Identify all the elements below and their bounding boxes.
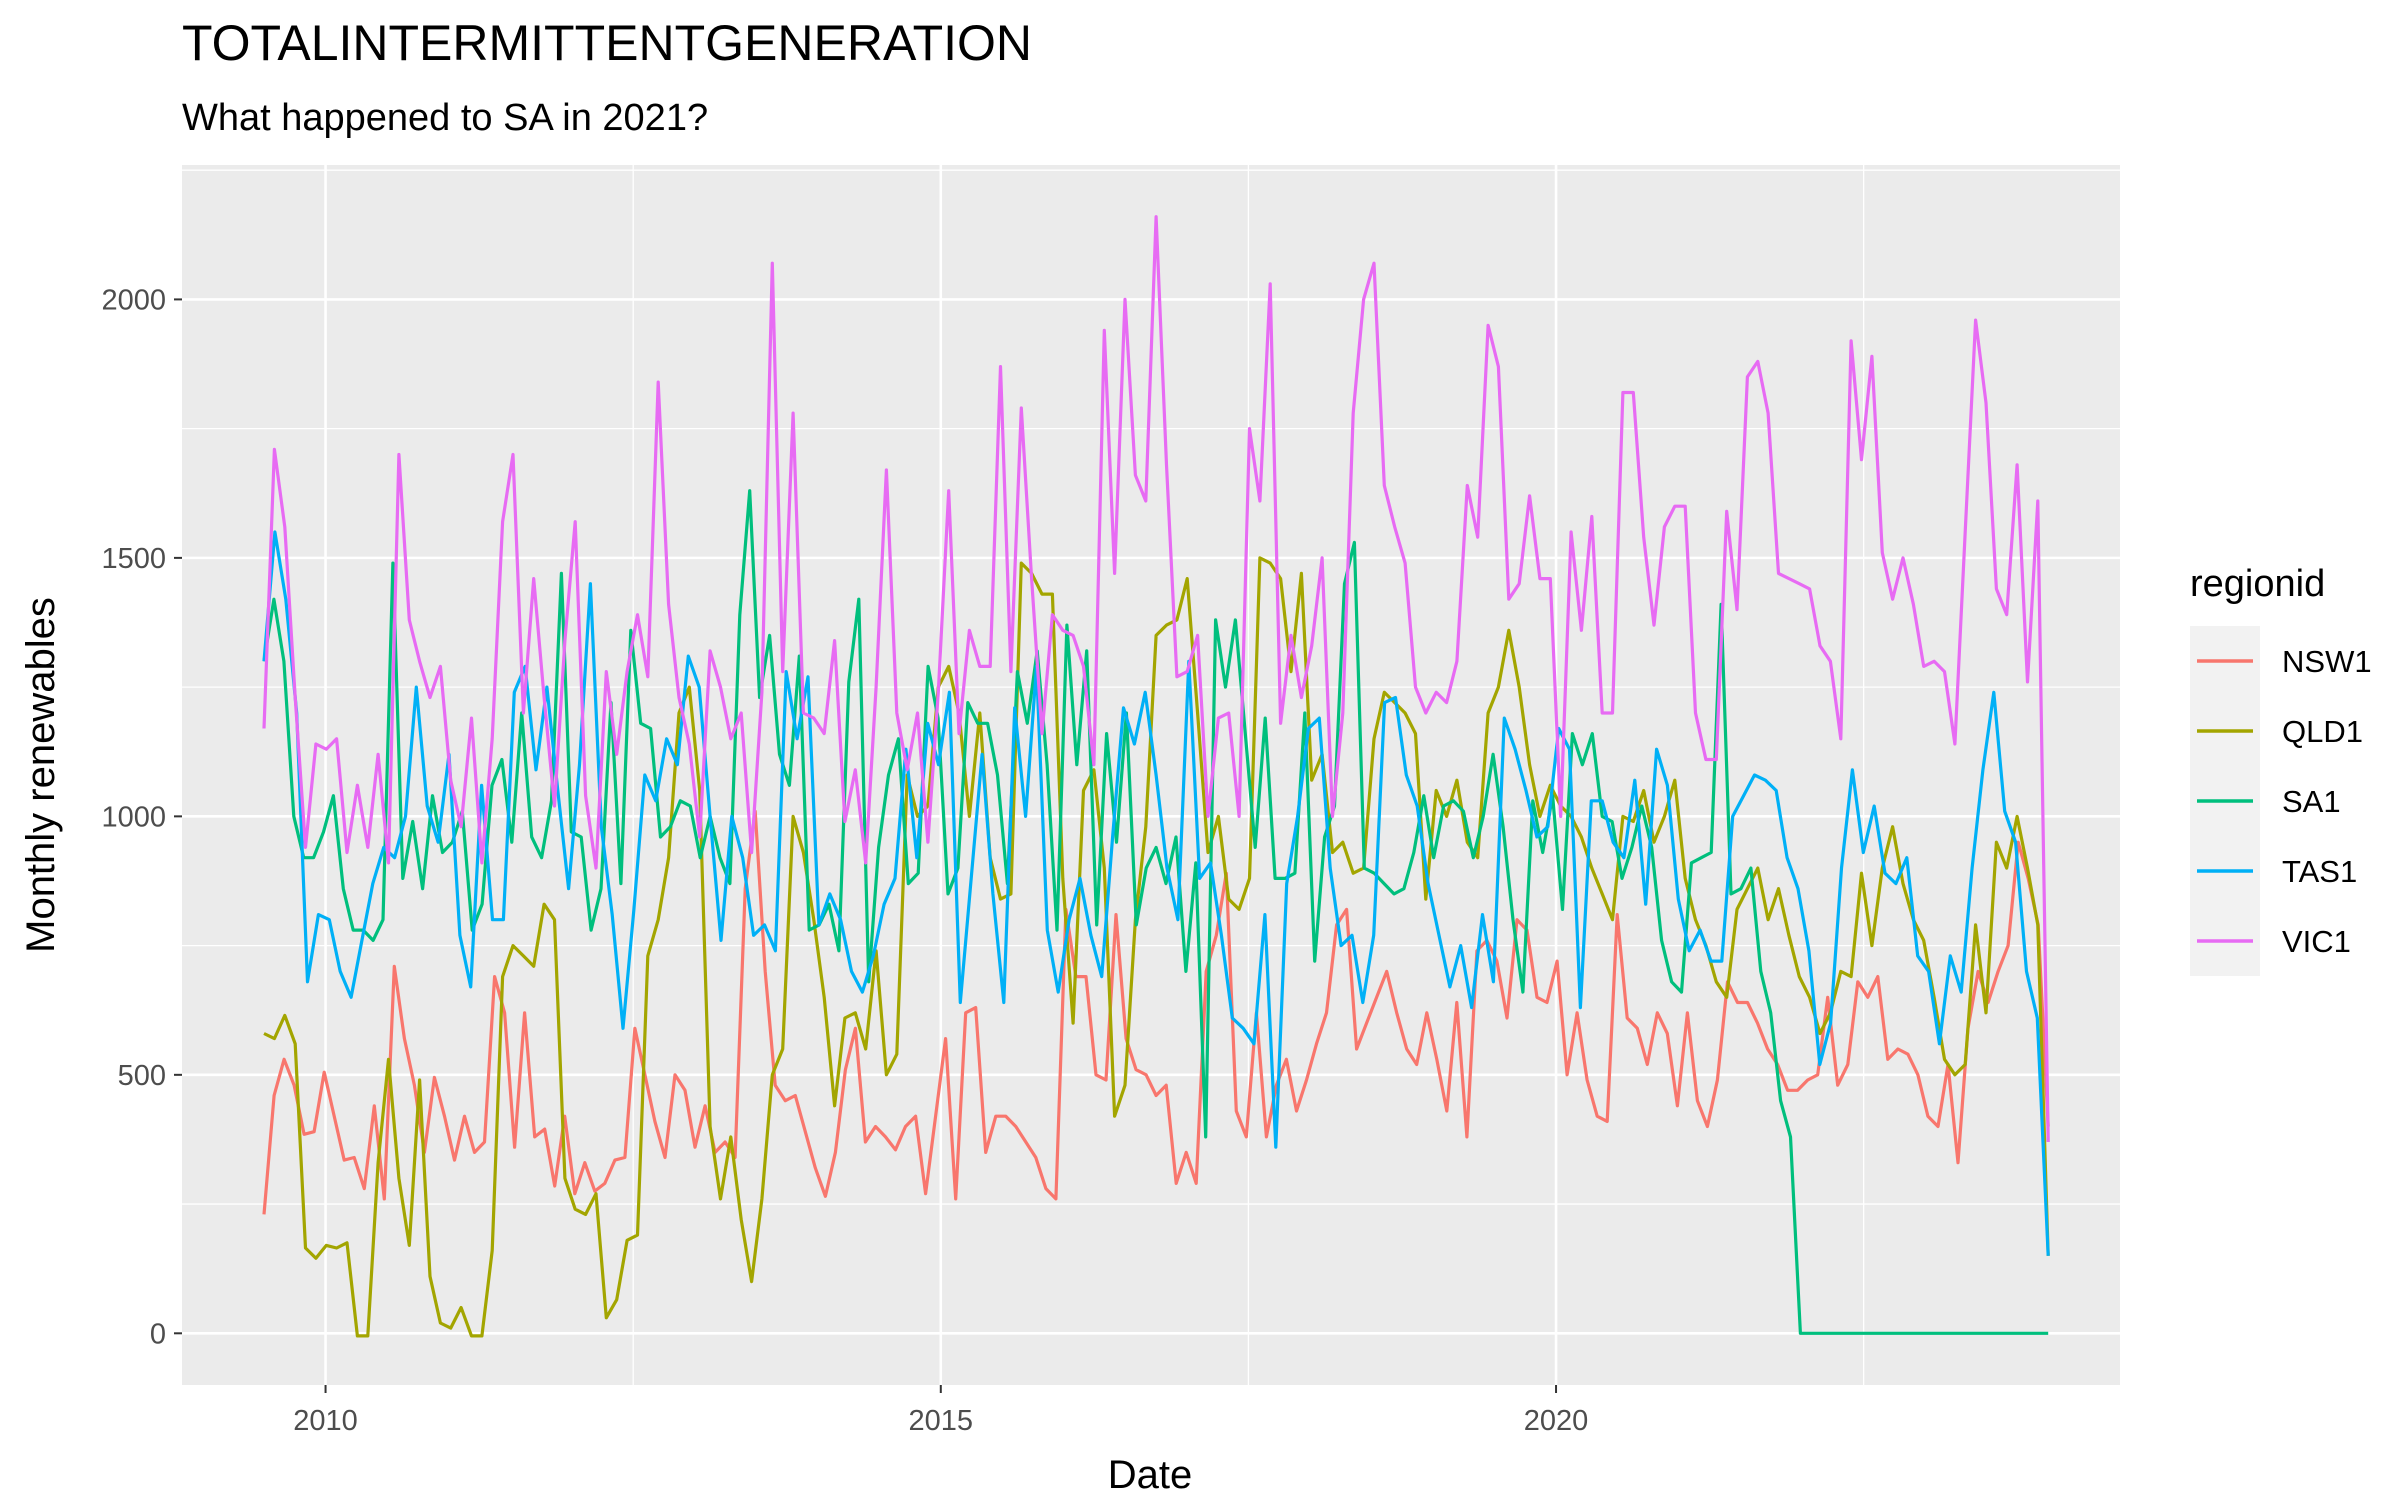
chart-subtitle: What happened to SA in 2021?	[182, 97, 708, 139]
grid-minor	[182, 165, 2120, 1385]
series-line-vic1	[262, 215, 2050, 1143]
y-tick-label: 500	[118, 1060, 166, 1092]
y-tick-label: 1000	[101, 801, 166, 833]
y-tick-label: 0	[150, 1318, 166, 1350]
legend-label: QLD1	[2282, 714, 2363, 749]
y-tick-label: 1500	[101, 543, 166, 575]
legend-item-tas1: TAS1	[2190, 836, 2357, 906]
x-axis-ticks: 2010 2015 2020	[293, 1385, 1588, 1437]
x-axis-title: Date	[1108, 1453, 1193, 1497]
y-axis-title: Monthly renewables	[19, 597, 63, 953]
legend-label: VIC1	[2282, 924, 2351, 959]
legend-label: NSW1	[2282, 644, 2372, 679]
legend-item-sa1: SA1	[2190, 766, 2341, 836]
legend-label: SA1	[2282, 784, 2341, 819]
series-line-sa1	[262, 489, 2049, 1335]
legend-item-vic1: VIC1	[2190, 906, 2351, 976]
x-tick-label: 2015	[909, 1405, 974, 1437]
x-tick-label: 2010	[293, 1405, 358, 1437]
legend-title: regionid	[2190, 563, 2325, 605]
legend-label: TAS1	[2282, 854, 2357, 889]
legend-item-qld1: QLD1	[2190, 696, 2363, 766]
legend: regionid NSW1 QLD1 SA1 TAS1 VIC1	[2190, 563, 2372, 976]
legend-item-nsw1: NSW1	[2190, 626, 2372, 696]
series-line-tas1	[262, 530, 2050, 1256]
series-line-nsw1	[262, 809, 2050, 1215]
series-lines	[262, 215, 2050, 1338]
y-axis-ticks: 0 500 1000 1500 2000	[101, 284, 182, 1350]
y-tick-label: 2000	[101, 284, 166, 316]
x-tick-label: 2020	[1524, 1405, 1589, 1437]
chart-title: TOTALINTERMITTENTGENERATION	[182, 15, 1032, 71]
